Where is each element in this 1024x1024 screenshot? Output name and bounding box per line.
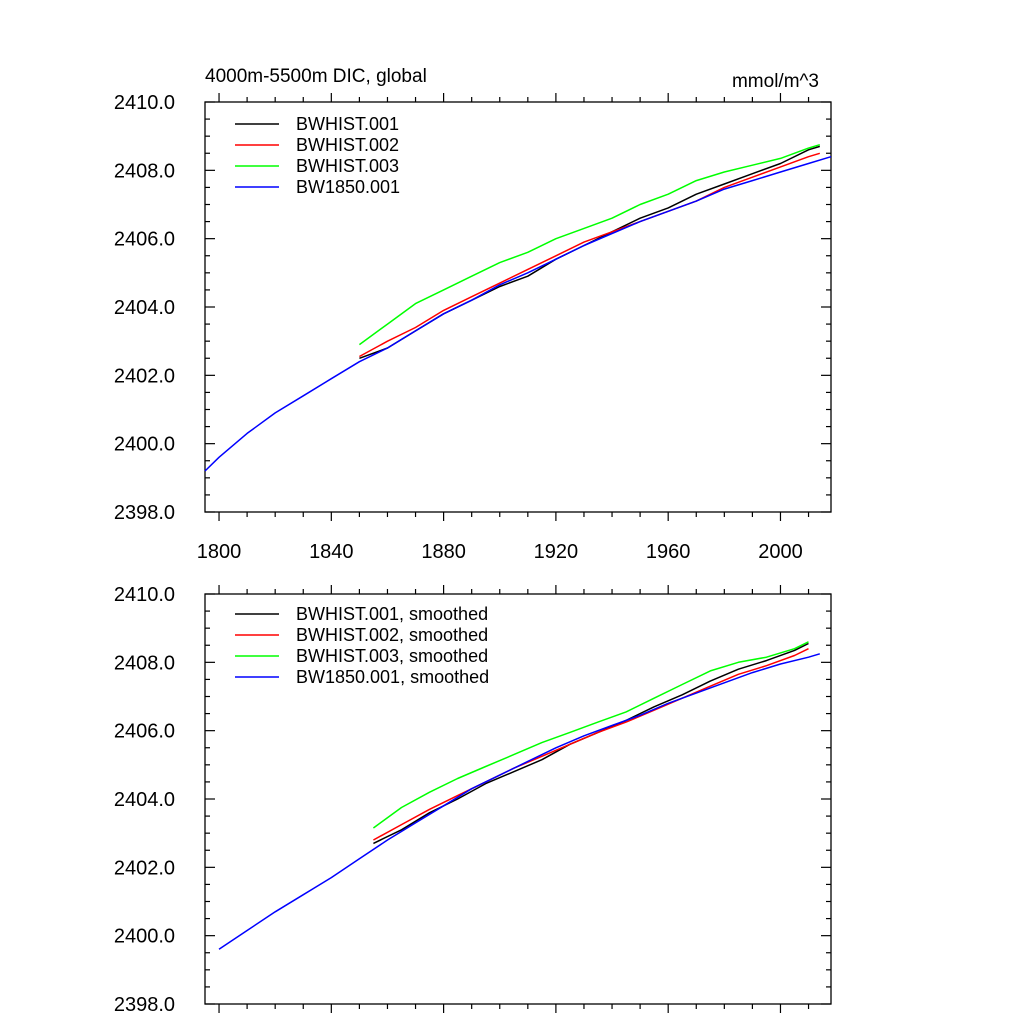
legend-label: BWHIST.003, smoothed (296, 646, 488, 666)
x-tick-label: 1920 (534, 541, 579, 563)
series-line-3 (372, 641, 809, 829)
x-tick-label: 1880 (421, 541, 466, 563)
legend-label: BW1850.001 (296, 177, 400, 197)
series-line-2 (373, 648, 809, 841)
y-tick-label: 2406.0 (114, 229, 175, 251)
y-tick-label: 2398.0 (114, 994, 175, 1016)
y-tick-label: 2408.0 (114, 160, 175, 182)
y-tick-label: 2406.0 (114, 721, 175, 743)
y-tick-label: 2402.0 (114, 857, 175, 879)
chart-title: 4000m-5500m DIC, global (205, 66, 427, 87)
top-panel: 2398.0 2400.0 2402.0 2404.0 2406.0 2408.0 2410… (114, 92, 832, 563)
legend-label: BWHIST.001 (296, 114, 399, 134)
legend-label: BW1850.001, smoothed (296, 667, 489, 687)
series-line-4 (218, 653, 821, 950)
units-label: mmol/m^3 (732, 71, 819, 92)
x-tick-label: 2000 (758, 541, 803, 563)
legend-label: BWHIST.002, smoothed (296, 625, 488, 645)
y-tick-label: 2404.0 (114, 789, 175, 811)
series-line-4 (204, 155, 832, 472)
bottom-panel: 2398.0 2400.0 2402.0 2404.0 2406.0 2408.0 2410… (114, 584, 832, 1016)
x-tick-label: 1800 (197, 541, 242, 563)
legend-label: BWHIST.001, smoothed (296, 604, 488, 624)
y-tick-label: 2400.0 (114, 926, 175, 948)
series-line-2 (359, 152, 821, 358)
y-tick-label: 2402.0 (114, 365, 175, 387)
y-tick-label: 2404.0 (114, 297, 175, 319)
x-tick-label: 1840 (309, 541, 354, 563)
series-line-3 (358, 143, 821, 346)
legend-label: BWHIST.002 (296, 135, 399, 155)
x-tick-label: 1960 (646, 541, 691, 563)
legend-label: BWHIST.003 (296, 156, 399, 176)
y-tick-label: 2410.0 (114, 584, 175, 606)
y-tick-label: 2410.0 (114, 92, 175, 114)
y-tick-label: 2400.0 (114, 434, 175, 456)
y-tick-label: 2408.0 (114, 652, 175, 674)
y-tick-label: 2398.0 (114, 502, 175, 524)
